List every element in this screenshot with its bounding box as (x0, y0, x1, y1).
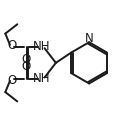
Text: N: N (85, 32, 93, 45)
Text: NH: NH (32, 72, 50, 85)
Text: NH: NH (32, 40, 50, 53)
Text: O: O (21, 53, 31, 66)
Text: O: O (7, 39, 17, 52)
Text: O: O (7, 74, 17, 87)
Text: O: O (21, 60, 31, 73)
